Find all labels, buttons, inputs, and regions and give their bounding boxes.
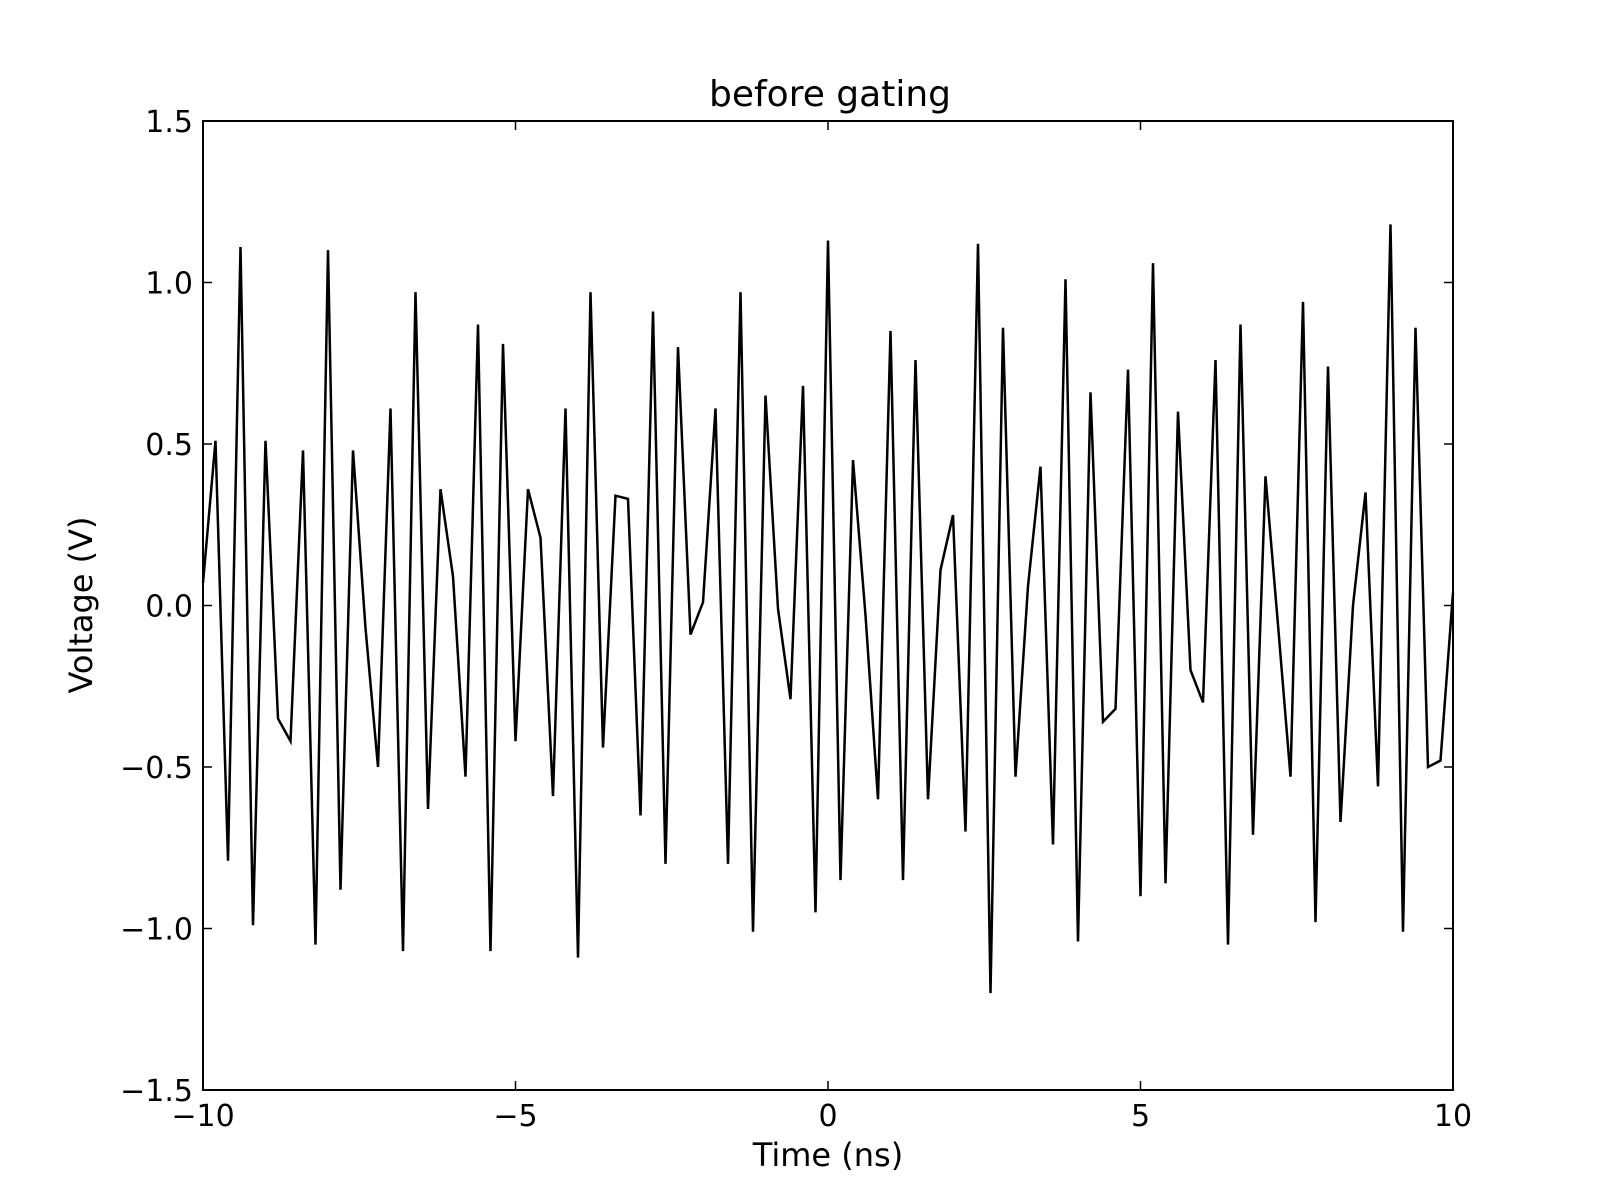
y-tick-label: −0.5	[120, 751, 193, 786]
axis-ticks: −10 −5 0 5 10 −1.5 −1.0 −0.5 0.0 0.5 1.0 1.5	[120, 105, 1472, 1134]
y-axis-label: Voltage (V)	[62, 516, 100, 693]
plot-area	[201, 224, 1455, 994]
x-tick-label: 5	[1131, 1099, 1150, 1134]
x-tick-label: 0	[818, 1099, 837, 1134]
x-tick-label: −5	[493, 1099, 537, 1134]
y-tick-label: 0.5	[145, 428, 193, 463]
y-tick-label: −1.5	[120, 1074, 193, 1109]
plot-frame	[202, 120, 1454, 1091]
x-tick-label: 10	[1434, 1099, 1472, 1134]
y-tick-label: 1.0	[145, 267, 193, 302]
y-tick-label: −1.0	[120, 913, 193, 948]
y-tick-label: 0.0	[145, 590, 193, 625]
chart-title: before gating	[709, 74, 951, 115]
x-axis-label: Time (ns)	[752, 1136, 903, 1174]
y-tick-label: 1.5	[145, 105, 193, 140]
series-line-0	[201, 224, 1455, 994]
x-tick-label: −10	[171, 1099, 234, 1134]
